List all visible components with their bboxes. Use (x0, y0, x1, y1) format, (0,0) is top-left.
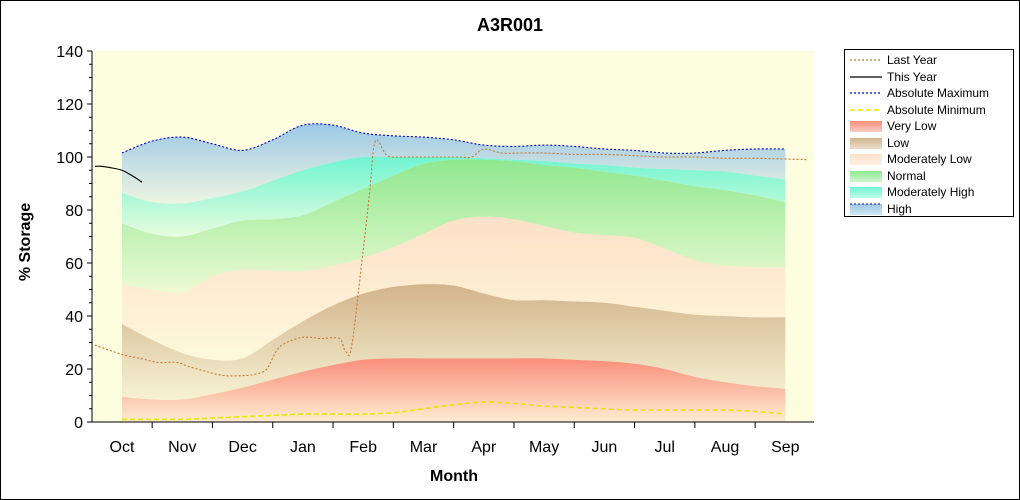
legend-swatch (850, 108, 882, 111)
chart-title: A3R001 (477, 15, 543, 35)
band-high (122, 123, 786, 204)
x-tick-label: Aug (711, 439, 739, 456)
series-this-year (94, 165, 143, 183)
y-axis-label: % Storage (17, 203, 34, 281)
legend-label: High (887, 201, 912, 216)
y-tick-label: 80 (65, 203, 83, 220)
series-layer (94, 123, 807, 421)
x-tick-label: Mar (410, 439, 438, 456)
legend-item: Absolute Minimum (845, 102, 1013, 118)
legend-item: Moderately High (845, 184, 1013, 200)
band-moderately-high (122, 156, 786, 237)
x-tick-label: Apr (471, 439, 497, 456)
legend-swatch (850, 137, 882, 149)
legend-label: Last Year (887, 53, 938, 67)
legend-label: Low (887, 135, 910, 150)
legend-item: This Year (845, 69, 1013, 85)
y-tick-label: 120 (56, 97, 83, 114)
y-tick-label: 100 (56, 150, 83, 167)
legend-item: Moderately Low (845, 151, 1013, 167)
x-tick-label: Feb (349, 439, 377, 456)
y-tick-label: 40 (65, 309, 83, 326)
x-tick-label: Nov (168, 439, 196, 456)
y-tick-label: 60 (65, 256, 83, 273)
legend-label: Very Low (887, 119, 937, 133)
band-very-low (122, 358, 786, 422)
chart-legend: Last Year This Year Absolute Maximum Absolu… (844, 49, 1014, 217)
legend-swatch (850, 121, 882, 132)
legend-label: This Year (887, 69, 938, 84)
x-tick-label: Jan (290, 439, 316, 456)
x-axis-label: Month (430, 468, 478, 485)
legend-item: High (845, 201, 1013, 217)
band-layer (122, 123, 786, 422)
legend-swatch (850, 92, 882, 94)
band-moderately-low (122, 216, 786, 361)
x-tick-label: Jun (592, 439, 618, 456)
legend-item: Absolute Maximum (845, 85, 1013, 101)
series-absolute-minimum (121, 401, 786, 421)
legend-swatch (850, 187, 882, 198)
band-normal (122, 159, 786, 293)
series-last-year (94, 139, 807, 377)
axis-layer: 0 20 40 60 80 100 120 140 Oct Nov Dec Jan Feb Mar Apr M… (56, 44, 814, 456)
legend-swatch (850, 75, 882, 78)
x-tick-label: Oct (110, 439, 135, 456)
legend-swatch (850, 59, 882, 61)
x-tick-label: Sep (771, 439, 800, 456)
legend-item: Low (845, 135, 1013, 151)
y-tick-label: 0 (74, 415, 83, 432)
legend-label: Absolute Maximum (887, 86, 990, 100)
legend-item: Normal (845, 168, 1013, 184)
x-tick-label: Jul (654, 439, 674, 456)
legend-label: Absolute Minimum (887, 102, 986, 117)
x-tick-label: May (529, 439, 559, 456)
legend-label: Moderately High (887, 185, 975, 199)
x-tick-label: Dec (228, 439, 256, 456)
y-tick-label: 20 (65, 362, 83, 379)
y-tick-label: 140 (56, 44, 83, 61)
legend-item: Very Low (845, 118, 1013, 134)
band-low (122, 284, 786, 401)
legend-swatch (850, 170, 882, 182)
legend-swatch (850, 203, 882, 215)
legend-item: Last Year (845, 52, 1013, 68)
legend-label: Moderately Low (887, 152, 972, 166)
legend-swatch (850, 154, 882, 165)
legend-label: Normal (887, 168, 926, 183)
